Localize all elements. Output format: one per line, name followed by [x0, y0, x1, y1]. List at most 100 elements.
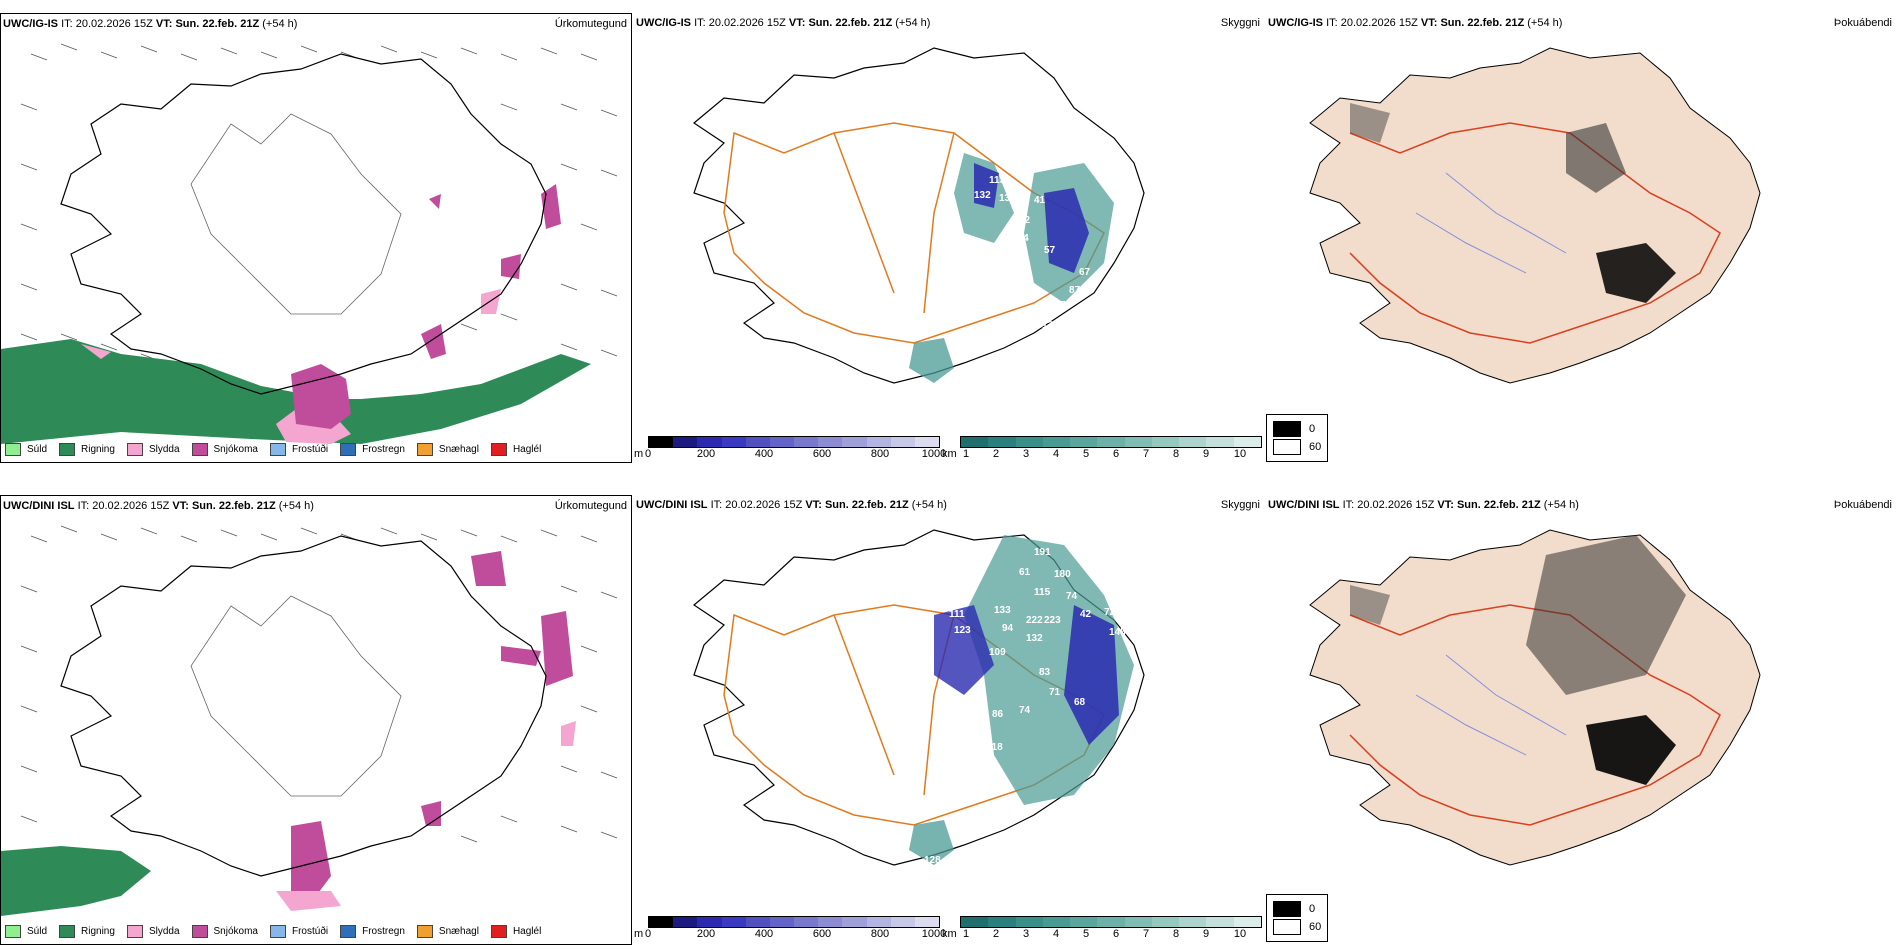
tick-label: 1000 [921, 928, 947, 940]
legend-item: Frostúði [269, 443, 328, 456]
it-label: IT: [77, 500, 90, 512]
vt-value: Sun. 22.feb. 21Z [191, 500, 276, 512]
legend-item: Frostregn [340, 925, 405, 938]
vis-label: 113 [989, 175, 1006, 186]
vis-label: 67 [1079, 267, 1091, 278]
fog-area [1566, 123, 1626, 193]
fog-legend-row: 60 [1273, 919, 1321, 935]
legend-swatch [490, 443, 507, 456]
tick-label: 8 [1172, 928, 1180, 940]
visibility-map-bottom: 191 61 180 115 74 42 111 123 133 94 109 … [692, 529, 1145, 866]
vis-label: 133 [994, 605, 1011, 616]
fog-area [1586, 715, 1676, 785]
tick-label: 2 [992, 448, 1000, 460]
vis-label: 191 [1034, 547, 1051, 558]
vis-label: 132 [1026, 633, 1043, 644]
visibility-ticks: km 1 2 3 4 5 6 7 8 9 10 [942, 448, 1262, 462]
legend-item: Súld [5, 925, 47, 938]
snow-area [429, 194, 441, 209]
vt-label: VT: [1437, 499, 1454, 511]
model-name: UWC/DINI ISL [3, 500, 75, 512]
precip-map-top [1, 43, 618, 444]
cloudbase-area [934, 605, 994, 695]
vt-label: VT: [788, 17, 806, 29]
lead-time: (+54 h) [911, 499, 947, 511]
fog-legend: 0 60 [1266, 894, 1329, 942]
legend-swatch [340, 443, 357, 456]
legend-item: Frostúði [269, 925, 328, 938]
tick-label: 9 [1202, 448, 1210, 460]
vis-label: 111 [949, 609, 965, 620]
iceland-coastline [60, 53, 547, 395]
fog-panel-bottom: UWC/DINI ISL IT: 20.02.2026 15Z VT: Sun.… [1266, 495, 1900, 890]
cloudbase-ticks: m 0 200 400 600 800 1000 [634, 448, 947, 462]
tick-label: 3 [1022, 448, 1030, 460]
cloudbase-unit: m [634, 928, 644, 940]
snow-area [541, 611, 573, 686]
legend-label: Snæhagl [438, 926, 479, 937]
panel-header: UWC/DINI ISL IT: 20.02.2026 15Z VT: Sun.… [3, 500, 314, 512]
vt-label: VT: [172, 500, 189, 512]
tick-label: 7 [1142, 448, 1150, 460]
vt-label: VT: [155, 18, 173, 30]
vis-label: 74 [1060, 300, 1072, 311]
vis-label: 72 [1104, 607, 1116, 618]
legend-swatch [59, 443, 76, 456]
legend-swatch [416, 925, 433, 938]
vis-label: 132 [999, 193, 1016, 204]
vis-label: 135 [1039, 305, 1056, 316]
legend-item: Haglél [490, 443, 541, 456]
sleet-area [81, 344, 111, 359]
rain-area [1, 846, 151, 916]
it-label: IT: [61, 18, 73, 30]
panel-header: UWC/DINI ISL IT: 20.02.2026 15Z VT: Sun.… [1268, 499, 1579, 511]
precip-title: Úrkomutegund [554, 18, 627, 30]
legend-swatch [126, 443, 143, 456]
fog-title: Þokuábendi [1833, 17, 1892, 29]
legend-label: Snjókoma [213, 444, 258, 455]
rivers [1415, 654, 1567, 756]
legend-label: Slydda [148, 444, 180, 455]
tick-label: 1 [962, 448, 970, 460]
tick-label: 1000 [921, 448, 947, 460]
vt-value: Sun. 22.feb. 21Z [824, 499, 909, 511]
vis-label: 143 [1046, 335, 1063, 346]
fog-swatch [1273, 439, 1301, 455]
legend-swatch [191, 443, 208, 456]
visibility-map-top: 113 132 132 41 82 104 57 67 87 74 135 13… [692, 47, 1145, 396]
vis-label: 104 [1012, 233, 1029, 244]
roads [1349, 604, 1721, 826]
it-value: 20.02.2026 15Z [92, 500, 170, 512]
legend-label: Snjókoma [213, 926, 258, 937]
fog-label: 0 [1309, 903, 1316, 915]
fog-map-top [1309, 47, 1761, 384]
vis-label: 82 [1019, 215, 1031, 226]
snow-area [501, 254, 521, 279]
tick-label: 7 [1142, 928, 1150, 940]
sleet-area [481, 289, 501, 314]
visibility-unit: km [942, 448, 957, 460]
iceland-coastline [692, 529, 1145, 866]
vis-label: 157 [927, 385, 944, 396]
tick-label: 200 [696, 448, 716, 460]
legend-label: Snæhagl [438, 444, 479, 455]
roads [190, 113, 402, 315]
visibility-ticks: km 1 2 3 4 5 6 7 8 9 10 [942, 928, 1262, 942]
visibility-colorbar [960, 916, 1262, 928]
cloudbase-area [1064, 605, 1119, 745]
fog-label: 0 [1309, 423, 1316, 435]
vis-label: 13 [1042, 320, 1054, 331]
vt-value: Sun. 22.feb. 21Z [1456, 499, 1541, 511]
legend-item: Slydda [126, 925, 180, 938]
lead-time: (+54 h) [278, 500, 314, 512]
tick-label: 8 [1172, 448, 1180, 460]
vis-label: 86 [992, 709, 1004, 720]
lead-time: (+54 h) [895, 17, 931, 29]
legend-label: Súld [27, 926, 48, 937]
fog-legend: 0 60 [1266, 414, 1329, 462]
legend-swatch [416, 443, 433, 456]
cloudbase-unit: m [634, 448, 644, 460]
legend-item: Snjókoma [191, 925, 258, 938]
tick-label: 1 [962, 928, 970, 940]
